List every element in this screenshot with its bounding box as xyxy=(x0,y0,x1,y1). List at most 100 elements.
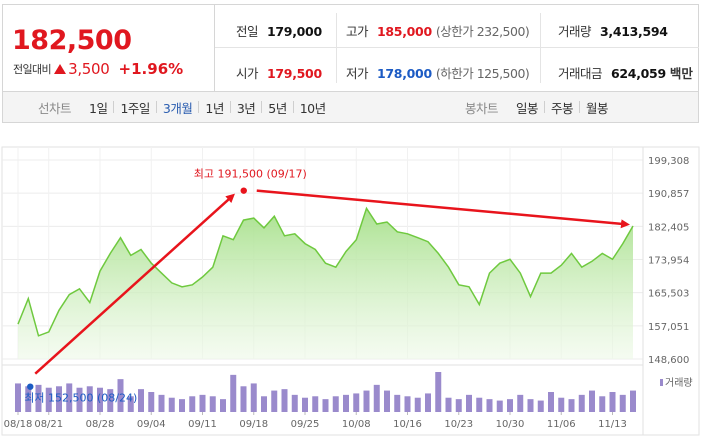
tab-separator xyxy=(579,101,581,113)
grid-divider xyxy=(336,13,337,83)
volume-bar xyxy=(127,396,134,412)
volume-bar xyxy=(527,399,534,412)
volume-bar xyxy=(56,386,62,412)
max-price-label: 최고 191,500 (09/17) xyxy=(194,168,307,181)
change-rate: +1.96% xyxy=(118,60,184,78)
current-price: 182,500 xyxy=(12,25,132,56)
min-point-marker xyxy=(27,383,34,390)
tab-separator xyxy=(198,101,200,113)
y-tick-label: 199,308 xyxy=(648,156,689,167)
chart-frame xyxy=(1,146,700,436)
volume-bar xyxy=(312,396,319,412)
volume-bar xyxy=(291,394,298,412)
y-tick-label: 165,503 xyxy=(648,289,689,300)
tab-weekly[interactable]: 주봉 xyxy=(551,100,574,116)
volume-bar xyxy=(445,397,452,412)
low-cell: 저가 178,000 (하한가 125,500) xyxy=(346,63,530,82)
y-tick-label: 182,405 xyxy=(648,222,689,233)
x-tick-label: 08/18 xyxy=(4,419,33,430)
tab-3y[interactable]: 3년 xyxy=(236,100,256,116)
change-row: 전일대비 3,500 +1.96% xyxy=(13,60,183,78)
tab-1d[interactable]: 1일 xyxy=(89,100,108,116)
price-chart: 199,308 190,857 182,405 173,954 165,503 157,0… xyxy=(1,146,700,436)
volume-bar xyxy=(332,396,339,412)
x-tick-label: 09/11 xyxy=(188,419,217,430)
high-cell: 고가 185,000 (상한가 232,500) xyxy=(346,21,530,40)
volume-bar xyxy=(496,400,503,412)
volume-bar xyxy=(619,394,626,412)
volume-bar xyxy=(302,397,308,412)
open-cell: 시가 179,500 xyxy=(236,63,322,82)
volume-bar xyxy=(384,390,390,412)
trade-value-cell: 거래대금 624,059 백만 xyxy=(558,63,693,82)
tab-monthly[interactable]: 월봉 xyxy=(586,100,609,116)
volume-bar xyxy=(199,394,206,412)
volume-bar xyxy=(189,396,196,412)
volume-bar xyxy=(138,389,144,412)
volume-bar xyxy=(558,397,565,412)
volume-bar xyxy=(517,394,524,412)
volume-bar xyxy=(15,383,21,412)
current-price-block: 182,500 전일대비 3,500 +1.96% xyxy=(3,5,215,91)
tab-separator xyxy=(544,101,546,113)
volume-bar xyxy=(179,399,185,412)
candle-chart-label: 봉차트 xyxy=(465,100,499,116)
prev-close-value: 179,000 xyxy=(267,24,322,39)
tab-1y[interactable]: 1년 xyxy=(205,100,224,116)
volume-bar xyxy=(322,399,329,412)
tab-3m[interactable]: 3개월 xyxy=(162,100,193,116)
grid-divider xyxy=(540,13,541,83)
volume-bar xyxy=(589,390,595,412)
volume-bar xyxy=(97,387,103,412)
line-chart-label: 선차트 xyxy=(38,100,72,116)
volume-cell: 거래량 3,413,594 xyxy=(558,21,668,40)
trend-arrow-right xyxy=(256,189,630,229)
chart-period-tabs: 선차트 1일 1주일 3개월 1년 3년 5년 10년 봉차트 일봉 주봉 월봉 xyxy=(2,91,699,123)
x-tick-label: 09/18 xyxy=(239,419,268,430)
price-area xyxy=(18,208,633,359)
line-chart-tabs: 선차트 1일 1주일 3개월 1년 3년 5년 10년 xyxy=(38,92,332,122)
volume-bar xyxy=(435,372,442,412)
candle-chart-tabs: 봉차트 일봉 주봉 월봉 xyxy=(465,92,614,122)
x-tick-label: 09/25 xyxy=(291,419,320,430)
volume-bar xyxy=(66,383,73,412)
tab-1w[interactable]: 1주일 xyxy=(120,100,150,116)
tab-10y[interactable]: 10년 xyxy=(299,100,326,116)
up-triangle-icon xyxy=(54,64,67,74)
volume-bar xyxy=(25,386,32,412)
volume-bar xyxy=(261,396,267,412)
tab-separator xyxy=(155,101,157,113)
volume-bar xyxy=(230,374,237,412)
volume-legend-swatch xyxy=(660,379,663,386)
high-value: 185,000 xyxy=(377,24,432,39)
low-value: 178,000 xyxy=(377,66,432,81)
prev-close-label: 전일 xyxy=(236,24,259,39)
open-label: 시가 xyxy=(236,66,259,81)
quote-summary-panel: 182,500 전일대비 3,500 +1.96% 전일 179,000 시가 … xyxy=(2,4,699,91)
x-tick-label: 08/28 xyxy=(86,419,115,430)
price-line xyxy=(17,206,634,337)
tab-separator xyxy=(261,101,263,113)
trade-value-label: 거래대금 xyxy=(558,66,603,81)
grid-divider xyxy=(215,47,699,48)
tab-5y[interactable]: 5년 xyxy=(268,100,287,116)
x-tick-label: 10/08 xyxy=(342,419,371,430)
min-price-label: 최저 152,500 (08/24) xyxy=(24,392,137,405)
y-tick-label: 157,051 xyxy=(648,322,689,333)
high-label: 고가 xyxy=(346,24,369,39)
volume-bar xyxy=(425,393,431,412)
x-tick-label: 11/06 xyxy=(547,419,576,430)
volume-bar xyxy=(455,399,462,412)
trade-value-value: 624,059 xyxy=(611,66,666,81)
tab-daily[interactable]: 일봉 xyxy=(516,100,539,116)
volume-bar xyxy=(548,392,554,412)
y-tick-label: 190,857 xyxy=(648,189,689,200)
lower-limit: (하한가 125,500) xyxy=(435,66,530,81)
change-label: 전일대비 xyxy=(13,63,52,76)
volume-legend-label: 거래량 xyxy=(665,377,693,389)
volume-bar xyxy=(363,390,370,412)
volume-bar xyxy=(240,386,247,412)
volume-bar xyxy=(148,392,155,412)
volume-bar xyxy=(76,387,83,412)
